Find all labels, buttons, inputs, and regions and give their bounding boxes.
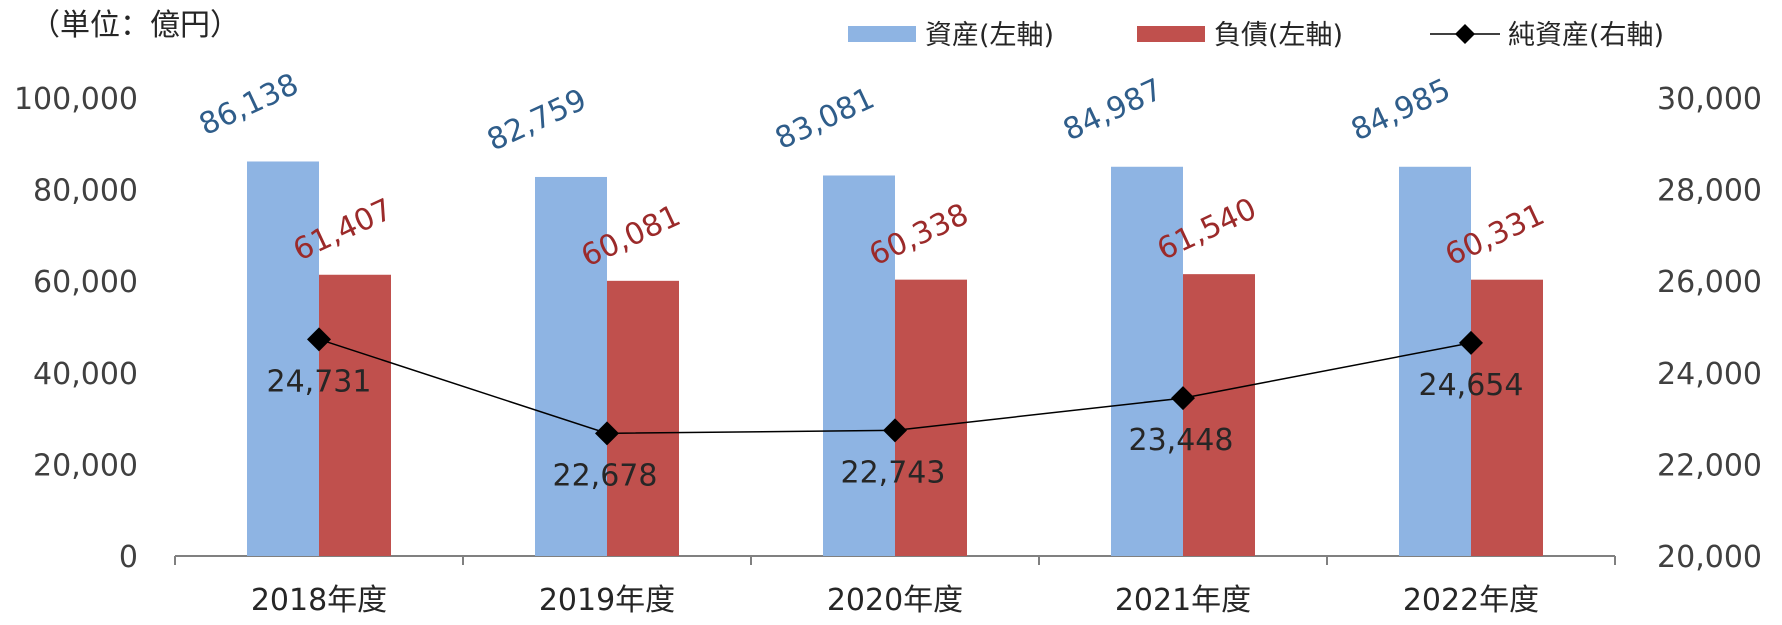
y-right-tick-label: 24,000 [1657, 357, 1762, 392]
asset-bar [1111, 166, 1183, 557]
net-assets-data-label: 22,743 [841, 455, 946, 490]
asset-bar [1399, 166, 1471, 556]
y-right-tick-label: 30,000 [1657, 82, 1762, 117]
net-assets-marker [595, 421, 619, 446]
asset-data-label: 86,138 [194, 67, 304, 143]
net-assets-marker [883, 418, 907, 443]
y-right-tick-label: 26,000 [1657, 265, 1762, 300]
legend-label-assets: 資産(左軸) [925, 20, 1054, 51]
legend-swatch-liabilities [1137, 26, 1205, 42]
liability-bar [1183, 274, 1255, 556]
y-left-tick-label: 40,000 [33, 357, 138, 392]
legend-label-net-assets: 純資産(右軸) [1508, 20, 1664, 51]
net-assets-data-label: 24,731 [267, 364, 372, 399]
asset-bar [823, 175, 895, 556]
liability-bar [895, 279, 967, 556]
asset-data-label: 82,759 [482, 82, 592, 158]
unit-label: （単位：億円） [30, 8, 240, 43]
axes: 2018年度 2019年度 2020年度 2021年度 2022年度 0 20,000 40,… [14, 82, 1762, 618]
legend-marker-net-assets [1455, 24, 1475, 44]
net-assets-data-label: 22,678 [553, 458, 658, 493]
net-assets-marker [1459, 330, 1483, 355]
y-left-tick-label: 0 [119, 540, 138, 575]
x-tick-label: 2019年度 [539, 583, 675, 618]
net-assets-data-label: 23,448 [1129, 423, 1234, 458]
net-assets-marker [1171, 386, 1195, 411]
x-tick-label: 2021年度 [1115, 583, 1251, 618]
liability-bar [607, 280, 679, 556]
y-left-tick-label: 60,000 [33, 265, 138, 300]
asset-data-label: 83,081 [770, 81, 880, 157]
asset-data-label: 84,987 [1058, 72, 1168, 148]
asset-bar [535, 176, 607, 556]
net-assets-marker [307, 327, 331, 352]
x-tick-label: 2018年度 [251, 583, 387, 618]
x-tick-label: 2020年度 [827, 583, 963, 618]
net-assets-line [307, 327, 1483, 446]
y-right-tick-label: 28,000 [1657, 174, 1762, 209]
bars [247, 161, 1543, 557]
asset-data-label: 84,985 [1346, 72, 1456, 148]
y-left-tick-label: 80,000 [33, 174, 138, 209]
y-left-tick-label: 100,000 [14, 82, 138, 117]
x-tick-label: 2022年度 [1403, 583, 1539, 618]
y-right-tick-label: 20,000 [1657, 540, 1762, 575]
y-right-tick-label: 22,000 [1657, 448, 1762, 483]
legend-swatch-assets [848, 26, 916, 42]
legend-label-liabilities: 負債(左軸) [1214, 20, 1343, 51]
asset-bar [247, 161, 319, 556]
legend: 資産(左軸) 負債(左軸) 純資産(右軸) [848, 20, 1664, 51]
net-assets-data-label: 24,654 [1419, 368, 1524, 403]
y-left-tick-label: 20,000 [33, 448, 138, 483]
liability-bar [319, 274, 391, 556]
liability-bar [1471, 279, 1543, 556]
